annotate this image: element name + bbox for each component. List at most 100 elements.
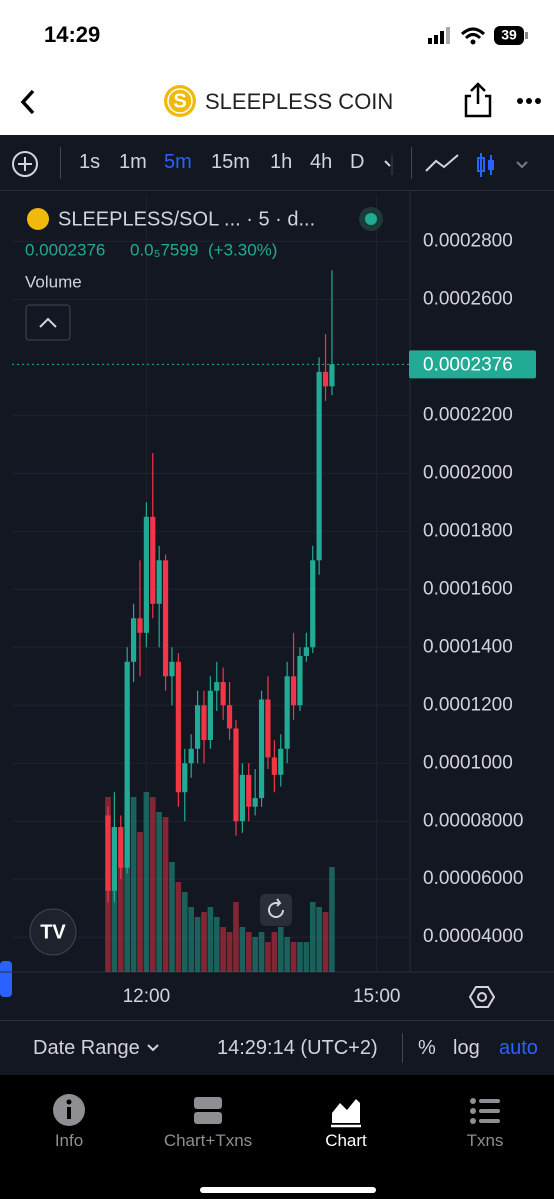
tab-label[interactable]: Chart+Txns <box>163 1131 253 1150</box>
status-dot <box>365 213 377 225</box>
volume-bar <box>130 797 137 972</box>
candle-body <box>111 827 117 891</box>
more-button[interactable] <box>516 96 546 106</box>
x-tick-label: 12:00 <box>123 986 171 1007</box>
side-tab[interactable] <box>0 961 12 997</box>
interval-button[interactable]: 15m <box>211 151 250 173</box>
candle-body <box>137 618 143 633</box>
plot-area <box>12 195 410 1020</box>
candle-body <box>303 647 309 656</box>
volume-bar <box>316 907 322 972</box>
interval-button[interactable]: 1h <box>270 151 293 173</box>
y-tick-label: 0.00006000 <box>423 868 523 889</box>
volume-bar <box>309 902 316 972</box>
volume-bar <box>213 917 220 972</box>
candle-body <box>246 774 252 807</box>
share-button[interactable] <box>462 82 494 118</box>
date-range-caret <box>147 1044 159 1052</box>
back-button[interactable] <box>18 88 40 116</box>
candle-body <box>105 815 111 891</box>
interval-button[interactable]: 1s <box>79 151 101 173</box>
log-toggle[interactable]: log <box>453 1037 480 1059</box>
add-indicator[interactable] <box>10 149 40 179</box>
volume-bar <box>188 907 194 972</box>
status-bar: 14:29 39 <box>0 0 554 70</box>
volume-bar <box>258 932 265 972</box>
y-tick-label: 0.0002800 <box>423 230 513 251</box>
volume-bar <box>322 912 329 972</box>
volume-bar <box>265 942 271 972</box>
auto-toggle[interactable]: auto <box>499 1037 538 1059</box>
legend-change-pct: (+3.30%) <box>208 240 277 259</box>
candle-body <box>310 560 316 648</box>
candle-body <box>169 661 175 677</box>
volume-label: Volume <box>25 272 82 291</box>
percent-toggle[interactable]: % <box>418 1037 436 1059</box>
coin-title: SLEEPLESS COIN <box>205 89 394 114</box>
candle-body <box>194 705 201 749</box>
tab-icon <box>194 1097 222 1124</box>
settings-icon-center <box>477 992 487 1002</box>
last-price-badge <box>409 350 536 379</box>
candle-body <box>175 661 181 793</box>
candle-body <box>233 728 239 822</box>
candle-body <box>239 774 245 822</box>
candle-body <box>143 516 149 633</box>
volume-bar <box>124 792 130 972</box>
tv-logo-mark: TV <box>40 921 66 943</box>
tab-label[interactable]: Txns <box>466 1131 504 1150</box>
candle-body <box>284 676 290 749</box>
tab-icon <box>331 1099 361 1128</box>
status-icons: 39 <box>428 26 528 45</box>
divider <box>402 1033 403 1063</box>
volume-bar <box>207 907 214 972</box>
volume-bar <box>181 892 188 972</box>
volume-bar <box>117 862 124 972</box>
volume-bar <box>201 912 207 972</box>
coin-letter: S <box>173 90 186 112</box>
candle-body <box>271 757 277 775</box>
candle-body <box>258 699 265 799</box>
candle-body <box>162 560 169 677</box>
candle-body <box>252 798 258 807</box>
volume-bar <box>252 937 258 972</box>
tab-label[interactable]: Chart <box>325 1131 367 1150</box>
volume-bar <box>143 792 150 972</box>
collapse-button[interactable] <box>25 304 71 341</box>
legend-symbol: SLEEPLESS/SOL ... · 5 · d... <box>58 208 315 230</box>
volume-bar <box>226 932 233 972</box>
tab-icon <box>53 1094 85 1126</box>
y-tick-label: 0.00004000 <box>423 926 523 947</box>
candle-body <box>207 690 213 741</box>
y-tick-label: 0.0001400 <box>423 636 513 657</box>
tab-label[interactable]: Info <box>54 1131 84 1150</box>
tab-bar: Info Chart+Txns Chart Txns <box>0 1075 554 1199</box>
settings-icon[interactable] <box>468 986 496 1008</box>
nav-bar: S SLEEPLESS COIN <box>0 70 554 135</box>
interval-button[interactable]: 1m <box>119 151 147 173</box>
candle-body <box>316 371 322 561</box>
candle-body <box>214 682 220 691</box>
y-tick-label: 0.0001800 <box>423 520 513 541</box>
interval-button[interactable]: 4h <box>310 151 333 173</box>
battery-level: 39 <box>501 27 517 43</box>
candle-body <box>220 682 226 706</box>
candle-body <box>329 364 335 387</box>
y-tick-label: 0.00008000 <box>423 810 523 831</box>
date-range[interactable]: Date Range <box>33 1037 140 1059</box>
candle-body <box>124 661 130 868</box>
last-price-label: 0.0002376 <box>423 354 513 375</box>
interval-button[interactable]: D <box>350 151 365 173</box>
legend-change: 0.0₅7599 <box>130 240 198 259</box>
volume-bar <box>303 942 310 972</box>
separator <box>411 147 412 179</box>
volume-bar <box>271 932 278 972</box>
interval-button[interactable]: 5m <box>164 151 192 173</box>
candle-body <box>156 560 162 604</box>
volume-bar <box>239 927 246 972</box>
candle-body <box>290 676 297 706</box>
y-tick-label: 0.0001600 <box>423 578 513 599</box>
volume-bar <box>284 937 290 972</box>
collapse-arrow <box>39 317 57 328</box>
reset-button[interactable] <box>260 894 292 926</box>
